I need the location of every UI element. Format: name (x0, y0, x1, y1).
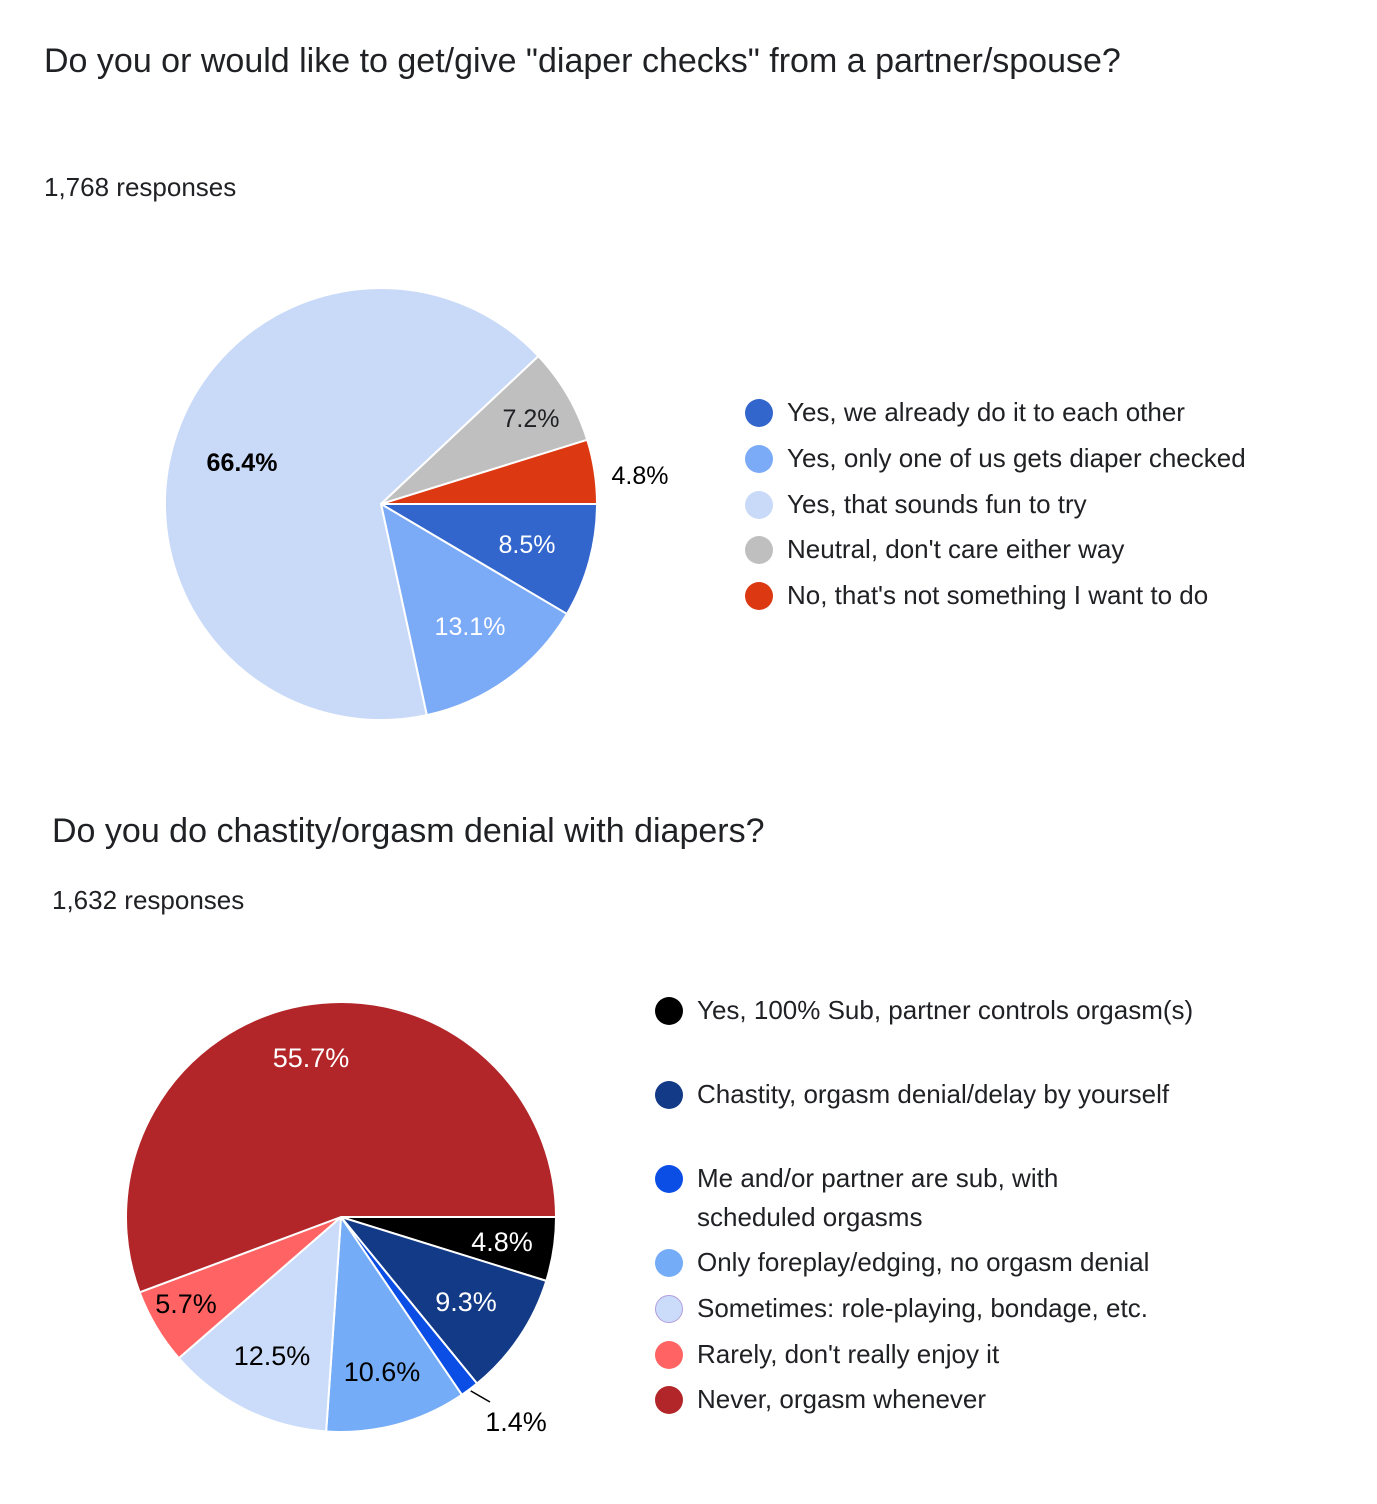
chart2-legend-item[interactable]: Me and/or partner are sub, with schedule… (655, 1163, 1117, 1237)
chart2-response-count: 1,632 responses (52, 885, 245, 915)
legend-label: Yes, 100% Sub, partner controls orgasm(s… (697, 995, 1194, 1025)
legend-label: Only foreplay/edging, no orgasm denial (697, 1247, 1150, 1277)
legend-swatch-icon (655, 997, 683, 1025)
chart1-data-label: 8.5% (499, 531, 556, 559)
legend-swatch-icon (745, 445, 773, 473)
chart2-legend-item[interactable]: Rarely, don't really enjoy it (655, 1339, 999, 1374)
chart1-legend-item[interactable]: No, that's not something I want to do (745, 580, 1208, 615)
chart1-slice[interactable] (380, 503, 598, 615)
chart2-title: Do you do chastity/orgasm denial with di… (52, 812, 765, 850)
chart1-data-label: 13.1% (435, 613, 506, 641)
legend-swatch-icon (655, 1165, 683, 1193)
legend-swatch-icon (745, 491, 773, 519)
legend-label: Yes, only one of us gets diaper checked (787, 443, 1246, 473)
chart1-data-label: 7.2% (503, 405, 560, 433)
chart2-legend-item[interactable]: Chastity, orgasm denial/delay by yoursel… (655, 1079, 1169, 1114)
chart1-slice[interactable] (380, 503, 568, 717)
chart1-slice[interactable] (164, 287, 540, 721)
chart2-slice[interactable] (325, 1216, 463, 1433)
legend-label: Chastity, orgasm denial/delay by yoursel… (697, 1079, 1170, 1109)
chart2-legend-item[interactable]: Only foreplay/edging, no orgasm denial (655, 1247, 1149, 1282)
legend-label: No, that's not something I want to do (787, 580, 1209, 610)
legend-label: Never, orgasm whenever (697, 1384, 987, 1414)
legend-swatch-icon (655, 1341, 683, 1369)
legend-swatch-icon (745, 536, 773, 564)
chart1-slice[interactable] (380, 438, 598, 505)
chart1-response-count: 1,768 responses (44, 172, 237, 202)
legend-swatch-icon (655, 1249, 683, 1277)
legend-label: Yes, that sounds fun to try (787, 489, 1087, 519)
chart1-data-label: 4.8% (612, 462, 669, 490)
chart2-data-label: 10.6% (344, 1357, 421, 1387)
legend-swatch-icon (655, 1386, 683, 1414)
chart2-slice[interactable] (125, 1001, 557, 1294)
chart2-pie (125, 1001, 557, 1433)
chart1-pie (164, 287, 598, 721)
legend-label: Rarely, don't really enjoy it (697, 1339, 1000, 1369)
chart2-leader-line (470, 1390, 491, 1403)
legend-label: Sometimes: role-playing, bondage, etc. (697, 1293, 1148, 1323)
chart2-legend-item[interactable]: Sometimes: role-playing, bondage, etc. (655, 1293, 1148, 1328)
chart2-slice[interactable] (177, 1216, 342, 1433)
legend-swatch-icon (745, 399, 773, 427)
chart2-data-label: 1.4% (485, 1407, 547, 1437)
chart1-legend-item[interactable]: Yes, only one of us gets diaper checked (745, 443, 1246, 478)
legend-swatch-icon (745, 582, 773, 610)
legend-label: Yes, we already do it to each other (787, 397, 1185, 427)
chart2-slice[interactable] (340, 1216, 548, 1385)
chart1-legend-item[interactable]: Yes, that sounds fun to try (745, 489, 1087, 524)
chart1-legend-item[interactable]: Neutral, don't care either way (745, 534, 1124, 569)
chart2-data-label: 55.7% (273, 1043, 350, 1073)
chart2-legend-item[interactable]: Never, orgasm whenever (655, 1384, 986, 1419)
chart1-data-label: 66.4% (207, 449, 278, 477)
chart1-title: Do you or would like to get/give "diaper… (44, 42, 1121, 80)
chart2-data-label: 12.5% (234, 1341, 311, 1371)
legend-swatch-icon (655, 1081, 683, 1109)
chart2-data-label: 4.8% (471, 1227, 533, 1257)
legend-label: Me and/or partner are sub, with schedule… (697, 1163, 1059, 1232)
chart2-legend-item[interactable]: Yes, 100% Sub, partner controls orgasm(s… (655, 995, 1193, 1030)
chart1-legend-item[interactable]: Yes, we already do it to each other (745, 397, 1185, 432)
legend-swatch-icon (655, 1295, 683, 1323)
chart2-data-label: 9.3% (435, 1287, 497, 1317)
chart2-data-label: 5.7% (155, 1289, 217, 1319)
legend-label: Neutral, don't care either way (787, 534, 1125, 564)
